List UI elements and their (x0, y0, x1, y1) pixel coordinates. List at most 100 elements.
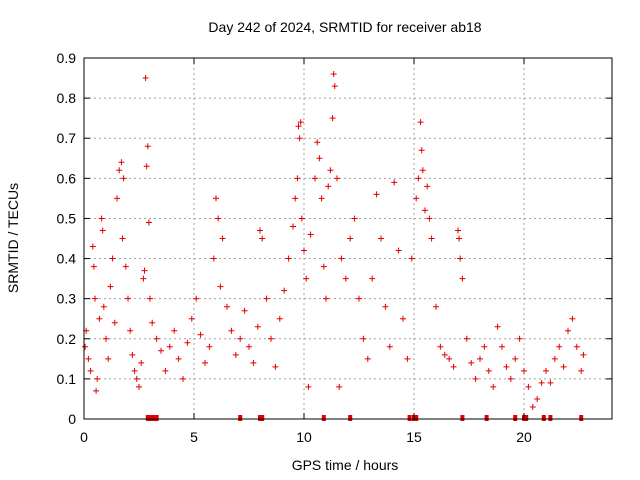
data-point (140, 275, 147, 282)
data-point (129, 351, 136, 358)
data-point (373, 191, 380, 198)
data-point (292, 195, 299, 202)
data-point (143, 163, 150, 170)
data-point (305, 383, 312, 390)
gap-marker (150, 415, 155, 421)
x-tick-label: 20 (516, 429, 532, 445)
data-point (144, 143, 151, 150)
data-point (92, 295, 98, 302)
data-point (395, 247, 402, 254)
data-point (297, 119, 304, 126)
data-point (494, 323, 501, 330)
data-point (290, 223, 296, 230)
data-point (314, 139, 321, 146)
data-point (415, 175, 422, 182)
data-point (197, 331, 204, 338)
data-point (529, 403, 536, 410)
data-point (257, 227, 263, 234)
data-point (450, 363, 457, 370)
data-point (93, 387, 100, 394)
data-point (116, 167, 123, 174)
data-point (378, 235, 384, 242)
y-tick-labels: 0 0.1 0.2 0.3 0.4 0.5 0.6 0.7 0.8 0.9 (57, 50, 77, 427)
data-point (356, 295, 362, 302)
data-point (296, 135, 303, 142)
data-point (323, 295, 329, 302)
grid (84, 58, 612, 419)
data-point (228, 327, 235, 334)
data-point (386, 343, 393, 350)
data-point (400, 315, 406, 322)
x-tick-label: 0 (80, 429, 88, 445)
data-point (560, 363, 567, 370)
gap-marker (548, 415, 553, 421)
plot-frame (83, 57, 613, 420)
data-point (441, 351, 448, 358)
data-point (573, 343, 580, 350)
data-point (360, 335, 367, 342)
data-point (184, 339, 191, 346)
data-point (298, 215, 305, 222)
data-point (512, 355, 519, 362)
x-tick-label: 10 (296, 429, 312, 445)
y-tick-label: 0.4 (57, 251, 77, 267)
data-point (424, 183, 431, 190)
data-point (122, 263, 129, 270)
data-point (351, 215, 358, 222)
data-point (391, 179, 398, 186)
data-point (543, 367, 549, 374)
data-point (342, 275, 349, 282)
gap-marker (348, 415, 353, 421)
data-point (547, 379, 554, 386)
data-point (433, 303, 439, 310)
data-point (516, 335, 523, 342)
data-point (485, 367, 492, 374)
gap-marker (152, 415, 157, 421)
data-point (413, 195, 420, 202)
gap-marker (460, 415, 465, 421)
data-point (329, 115, 336, 122)
data-point (237, 335, 244, 342)
data-point (103, 335, 109, 342)
data-point (87, 367, 94, 374)
data-point (455, 227, 461, 234)
data-point (98, 215, 105, 222)
data-point (456, 235, 463, 242)
data-point (90, 263, 97, 270)
y-axis-label: SRMTID / TECUs (5, 183, 21, 293)
data-point (131, 367, 138, 374)
x-tick-label: 5 (190, 429, 198, 445)
data-point (153, 335, 160, 342)
chart-title: Day 242 of 2024, SRMTID for receiver ab1… (208, 19, 481, 35)
data-point (301, 247, 307, 254)
data-point (82, 343, 89, 350)
data-point (312, 175, 318, 182)
x-axis-label: GPS time / hours (292, 457, 399, 473)
data-point (580, 351, 587, 358)
data-point (481, 343, 488, 350)
data-point (138, 359, 145, 366)
gap-marker (154, 415, 159, 421)
data-point (254, 323, 261, 330)
data-point (263, 295, 270, 302)
data-point (408, 255, 415, 262)
data-point (347, 235, 354, 242)
data-point (285, 255, 292, 262)
data-point (147, 295, 153, 302)
data-point (162, 367, 169, 374)
x-tick-labels: 0 5 10 15 20 (80, 429, 532, 445)
data-point (259, 235, 266, 242)
y-tick-label: 0.5 (57, 210, 77, 226)
data-point (417, 119, 424, 126)
data-point (578, 367, 585, 374)
data-point (224, 303, 230, 310)
data-point (206, 343, 213, 350)
data-point (219, 235, 226, 242)
data-point (100, 303, 107, 310)
gap-marker (260, 415, 265, 421)
data-point (499, 343, 505, 350)
data-point (99, 227, 106, 234)
data-point (330, 71, 337, 78)
data-point (213, 195, 219, 202)
